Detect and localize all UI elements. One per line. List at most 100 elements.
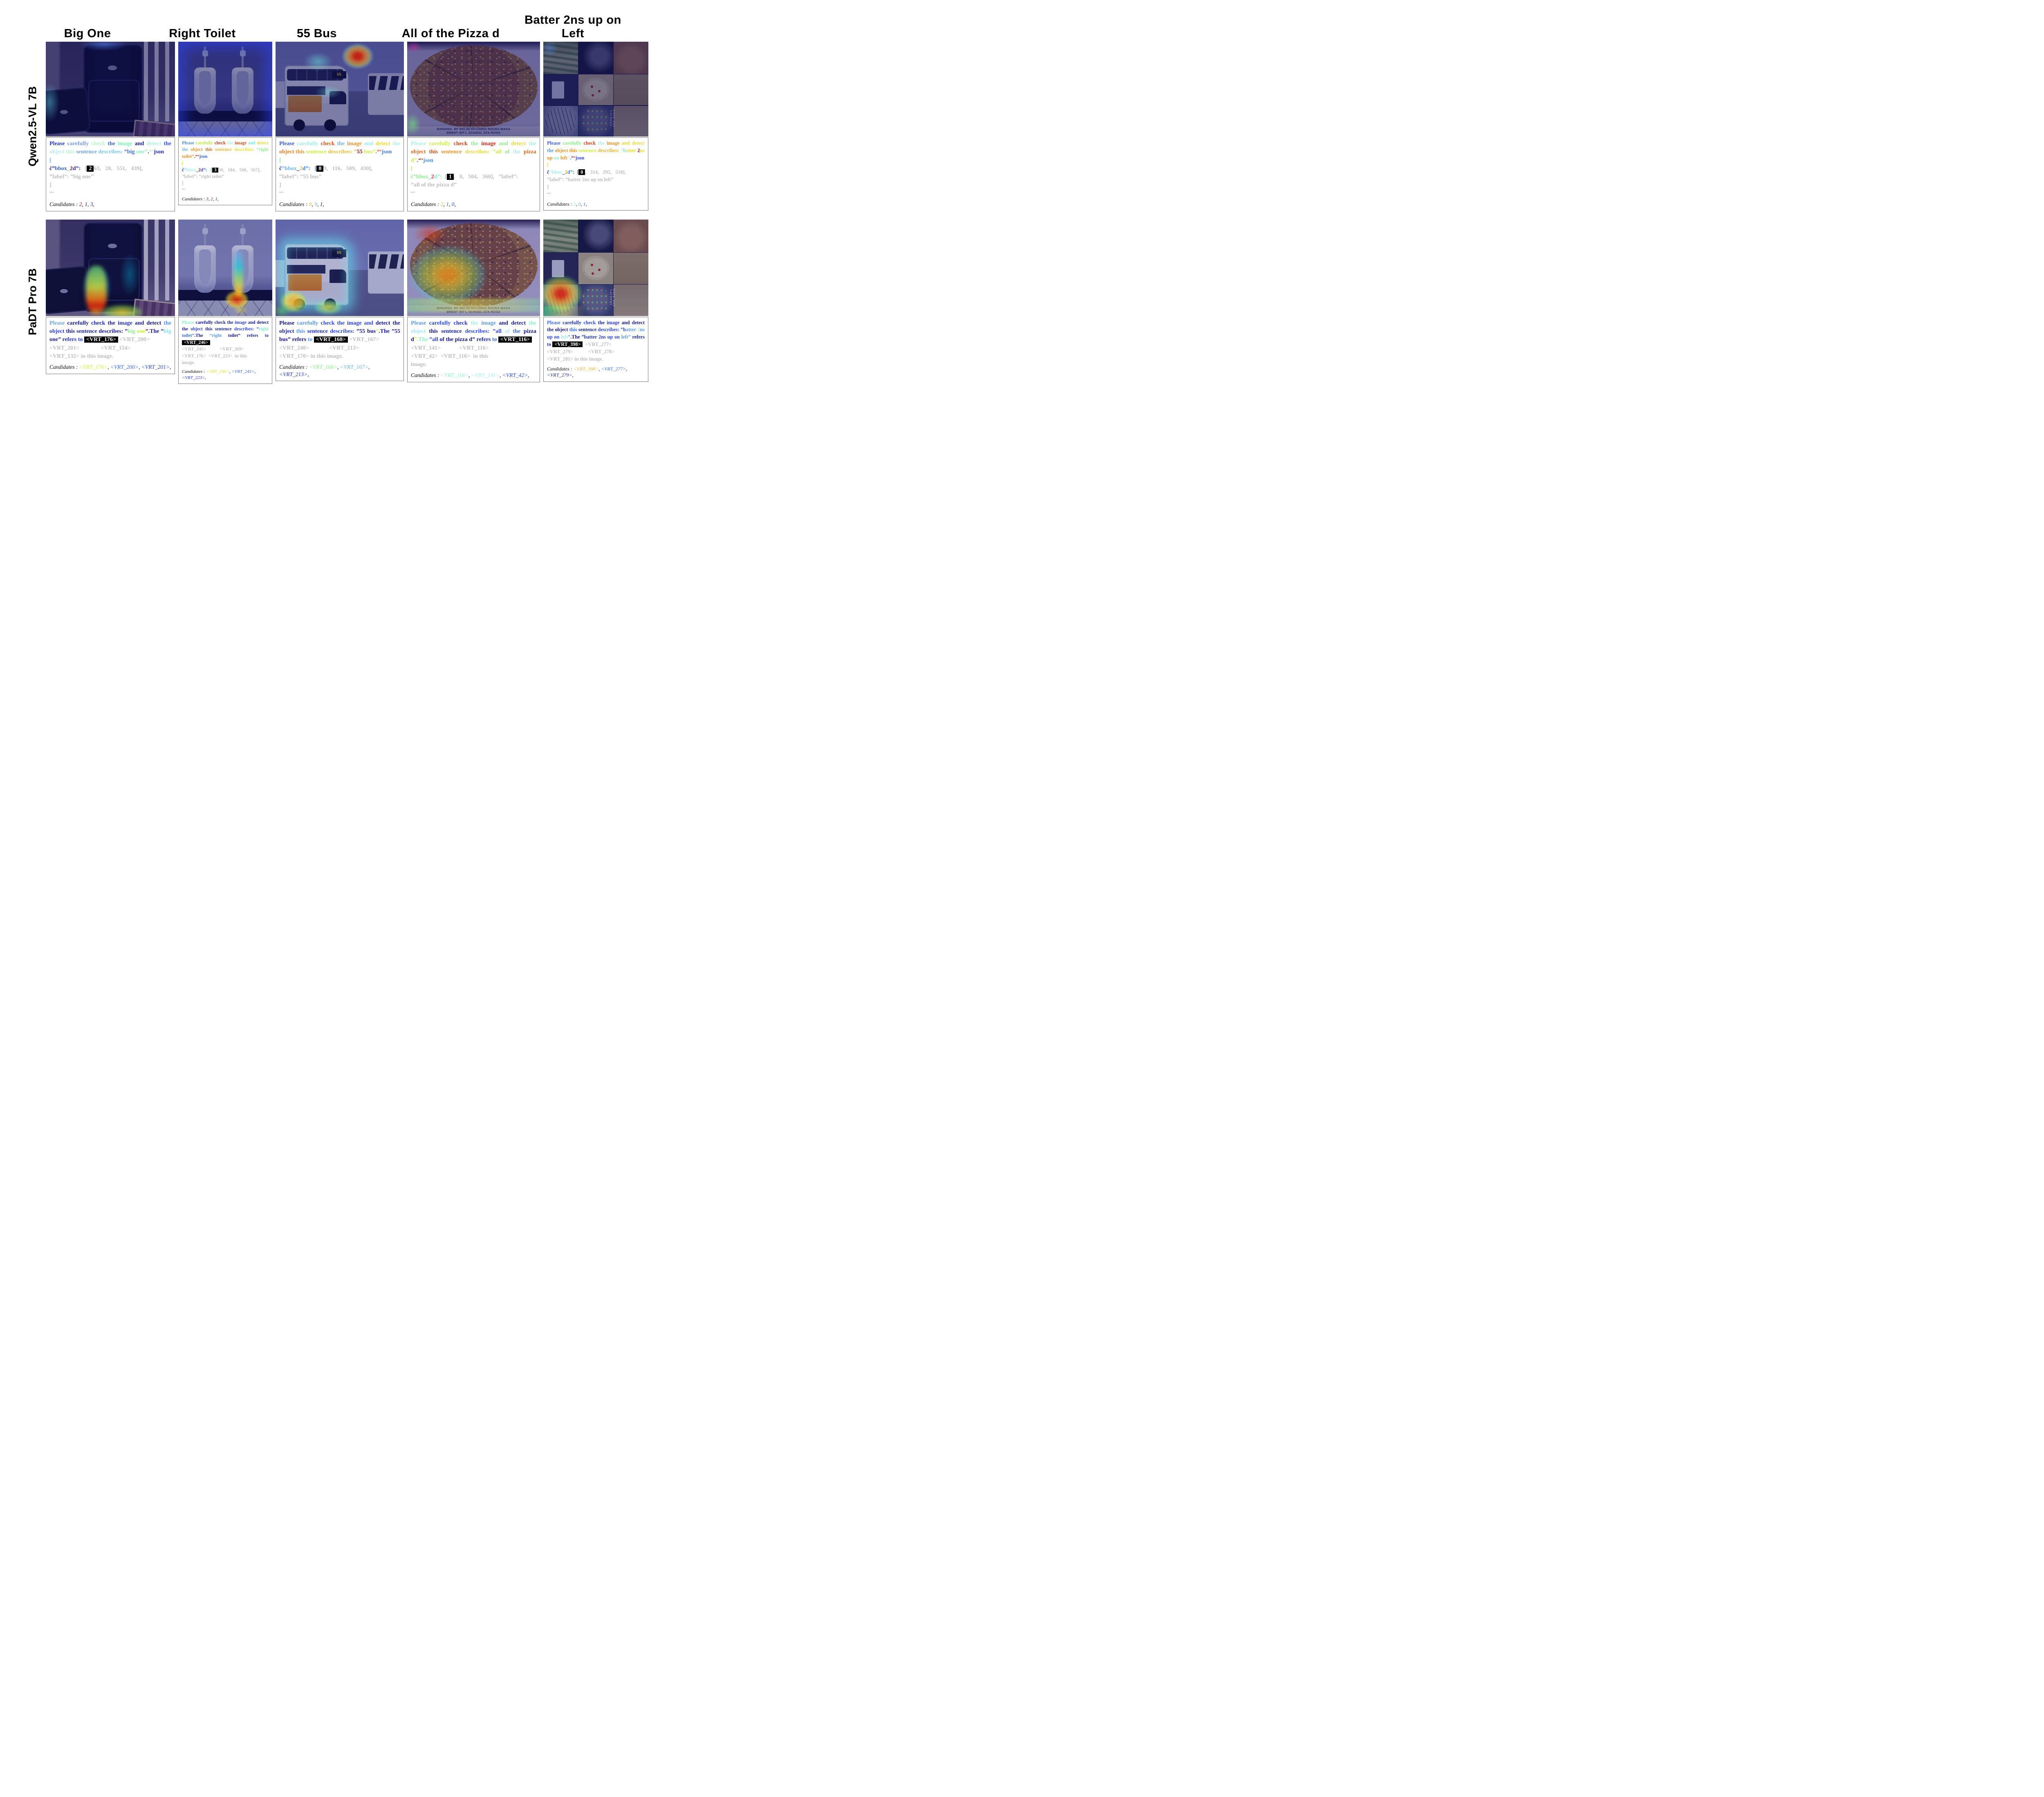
prompt-text: Please carefully check the image and det…: [182, 320, 269, 365]
heatmap-image-qwen-big-one: [46, 42, 175, 137]
heatmap-image-qwen-batter: Cake aux Lardons: [543, 42, 648, 137]
pizza-toppings: [410, 45, 538, 128]
tint-overlay: [543, 219, 648, 316]
flush-valve-left: [202, 228, 208, 235]
plate: [582, 78, 610, 102]
tile-soup: [614, 42, 648, 74]
suitcase-pocket: [88, 79, 140, 122]
tile-bread: [614, 284, 648, 316]
dark-tint-overlay: [407, 42, 540, 137]
cell-padt-pizza: BINSONS. BF 850-08-50•CHINO ROCES MAKA B…: [407, 219, 540, 382]
urinal-left-recess: [199, 249, 211, 284]
prompt-text: Please carefully check the image and det…: [182, 141, 269, 193]
pipe-right: [242, 224, 244, 247]
bus-lower-windows: [287, 86, 326, 95]
flush-valve-right: [240, 50, 246, 56]
bus-driver-window: [329, 91, 346, 105]
bus-route-display: 55: [332, 249, 346, 257]
candidates-line: Candidates : 3, 2, 1,: [182, 197, 219, 202]
cell-qwen-55-bus: 55 Please carefully check the image and …: [276, 42, 404, 211]
bus-wheel: [293, 119, 305, 131]
heatmap-image-qwen-right-toilet: [178, 42, 272, 137]
bus-ad-panel: [288, 274, 322, 291]
cell-qwen-batter: Cake aux Lardons Please carefully check …: [543, 42, 648, 211]
tile-pasta-bowl: [578, 219, 613, 252]
caption-line: BRENT INT'L SCHOOL STA-ROSA: [446, 130, 501, 135]
whisk: [545, 107, 576, 135]
candidates-line: Candidates : 8, 9, 1,: [279, 201, 324, 208]
urinal-right-recess: [236, 71, 249, 105]
tomato-dot: [598, 268, 601, 271]
candidates-line: Candidates : 2, 1, 0,: [411, 201, 456, 208]
pipe-right: [242, 46, 244, 68]
tile-sandwich-stripes: [543, 219, 578, 252]
heatmap-image-padt-pizza: BINSONS. BF 850-08-50•CHINO ROCES MAKA B…: [407, 219, 540, 316]
bus-lower-windows: [287, 265, 326, 274]
caption-line: BINSONS. BF 850-08-50•CHINO ROCES MAKA: [437, 127, 511, 131]
cell-qwen-right-toilet: Please carefully check the image and det…: [178, 42, 272, 206]
heatmap-image-qwen-pizza: BINSONS. BF 850-08-50•CHINO ROCES MAKA B…: [407, 42, 540, 137]
col-title-batter-2ns-up-on-left: Batter 2ns up on Left: [524, 13, 621, 40]
caption-line: BRENT INT'L SCHOOL STA-ROSA: [446, 310, 501, 314]
prompt-box: Please carefully check the image and det…: [407, 137, 540, 211]
tile-tan: [614, 74, 648, 105]
tint-overlay: [178, 219, 272, 316]
dark-tint-overlay: [543, 42, 648, 137]
tint-overlay: [407, 219, 540, 316]
pizza-slice-lines: [410, 45, 538, 128]
prompt-box: Please carefully check the image and det…: [46, 316, 175, 374]
col-title-all-of-the-pizza-d: All of the Pizza d: [401, 27, 500, 40]
bus-wheel: [324, 119, 336, 131]
pizza-box-caption: BINSONS. BF 850-08-50•CHINO ROCES MAKA B…: [407, 126, 540, 137]
bus-driver-window: [329, 269, 346, 283]
candidates-line: Candidates : 2, 0, 1,: [547, 201, 587, 207]
prompt-box: Please carefully check the image and det…: [178, 137, 272, 206]
col-title-55-bus: 55 Bus: [296, 27, 337, 40]
tint-overlay: [46, 219, 175, 316]
flush-valve-right: [240, 228, 246, 235]
row-label-qwen: Qwen2.5-VL 7B: [26, 86, 39, 167]
collage-vertical-caption: Cake aux Lardons: [609, 109, 616, 128]
tomato-dot: [598, 90, 601, 93]
prompt-box: Please carefully check the image and det…: [178, 316, 272, 384]
cell-qwen-pizza: BINSONS. BF 850-08-50•CHINO ROCES MAKA B…: [407, 42, 540, 211]
prompt-text: Please carefully check the image and det…: [547, 140, 645, 197]
prompt-text: Please carefully check the image and det…: [411, 141, 537, 197]
small-suitcase-logo: [60, 289, 68, 294]
row-label-gutter: PaDT Pro 7B: [23, 220, 43, 384]
prompt-text: Please carefully check the image and det…: [279, 320, 400, 359]
small-suitcase-logo: [60, 110, 68, 114]
row-label-padt: PaDT Pro 7B: [26, 268, 39, 335]
tile-bread: [614, 105, 648, 137]
stair-balusters: [144, 42, 175, 121]
stair-balusters: [144, 219, 175, 301]
dark-tint-overlay: [276, 42, 404, 137]
prompt-box: Please carefully check the image and det…: [407, 316, 540, 382]
bus-ad-panel: [288, 96, 322, 112]
col-title-big-one: Big One: [64, 27, 111, 40]
prompt-text: Please carefully check the image and det…: [411, 320, 537, 368]
salad-speckles: [581, 108, 611, 134]
suitcase-logo: [108, 243, 117, 249]
tint-overlay: [276, 219, 404, 316]
prompt-text: Please carefully check the image and det…: [49, 141, 171, 197]
tile-soup: [614, 219, 648, 252]
tile-pasta-bowl: [578, 42, 613, 74]
candidates-line: Candidates : <VRT_398>, <VRT_277>, <VRT_…: [547, 366, 628, 378]
flush-valve-left: [202, 50, 208, 56]
candidates-line: Candidates : <VRT_116>, <VRT_141>, <VRT_…: [411, 372, 529, 379]
tomato-dot: [590, 85, 593, 88]
bus-right-windows: [369, 76, 404, 90]
heatmap-image-padt-55-bus: 55: [276, 219, 404, 316]
candidates-line: Candidates : <VRT_168>, <VRT_167>, <VRT_…: [279, 364, 370, 377]
urinal-left-recess: [199, 71, 211, 105]
dark-tint-overlay: [46, 42, 175, 137]
cell-padt-big-one: Please carefully check the image and det…: [46, 219, 175, 374]
tomato-dot: [592, 94, 594, 96]
cell-padt-batter: Cake aux Lardons Please carefully check …: [543, 219, 648, 382]
dark-tint-overlay: [178, 42, 272, 137]
heatmap-image-padt-big-one: [46, 219, 175, 316]
row-qwen: Qwen2.5-VL 7B Please carefully check the…: [0, 42, 648, 211]
tile-tan: [614, 253, 648, 284]
tile-floor: [178, 121, 272, 137]
